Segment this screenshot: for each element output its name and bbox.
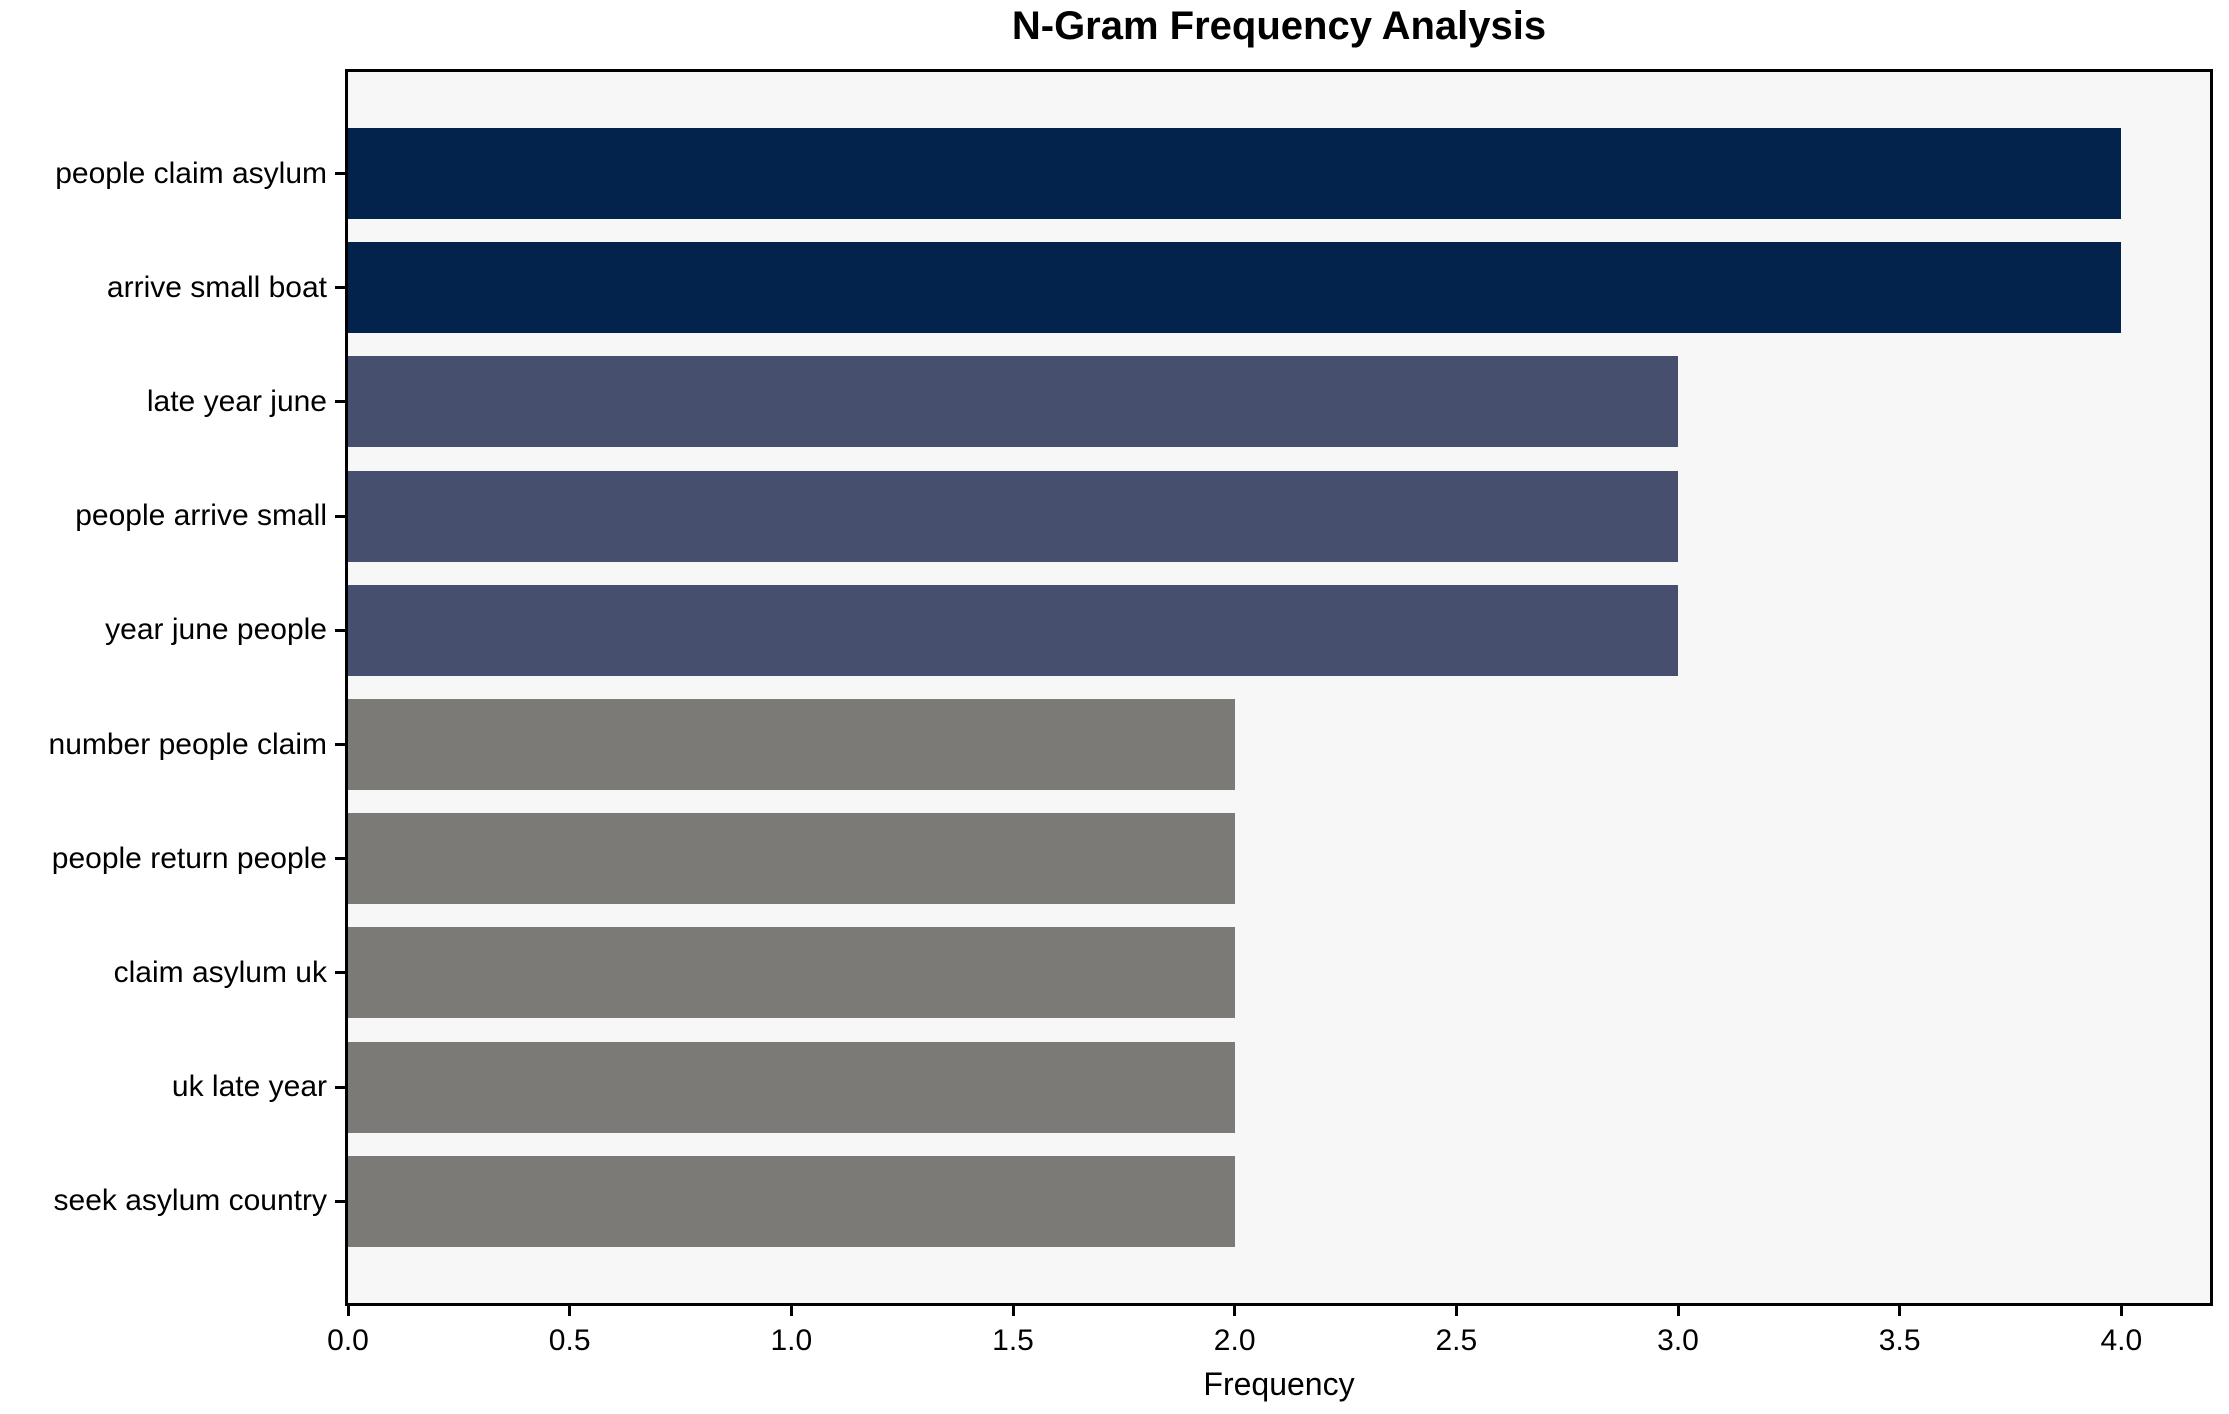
bar-claim-asylum-uk — [348, 927, 1235, 1019]
x-tick-label: 2.0 — [1213, 1324, 1256, 1357]
x-tick-mark — [2119, 1303, 2123, 1316]
x-tick-mark — [1898, 1303, 1902, 1316]
bar-year-june-people — [348, 584, 1678, 676]
x-tick-mark — [1676, 1303, 1680, 1316]
y-tick-label: people return people — [51, 841, 327, 875]
x-tick-label: 2.5 — [1435, 1324, 1478, 1357]
y-tick-label: people arrive small — [75, 499, 327, 533]
y-tick-mark — [335, 400, 348, 404]
x-tick-mark — [568, 1303, 572, 1316]
y-tick-mark — [335, 628, 348, 632]
bar-uk-late-year — [348, 1041, 1235, 1133]
y-tick-label: uk late year — [171, 1070, 327, 1104]
chart-title: N-Gram Frequency Analysis — [1011, 4, 1547, 48]
y-tick-mark — [335, 1085, 348, 1089]
bar-people-claim-asylum — [348, 128, 2122, 220]
y-tick-label: people claim asylum — [55, 156, 327, 190]
x-tick-label: 4.0 — [2100, 1324, 2143, 1357]
x-tick-mark — [789, 1303, 793, 1316]
x-tick-label: 0.0 — [327, 1324, 369, 1357]
x-axis-label: Frequency — [1203, 1366, 1355, 1402]
y-tick-label: number people claim — [48, 727, 327, 761]
bar-people-return-people — [348, 813, 1235, 905]
x-tick-label: 1.5 — [992, 1324, 1034, 1357]
y-tick-label: arrive small boat — [106, 270, 327, 304]
y-tick-mark — [335, 971, 348, 975]
x-tick-label: 3.0 — [1657, 1324, 1699, 1357]
y-tick-mark — [335, 743, 348, 747]
x-tick-label: 1.0 — [770, 1324, 813, 1357]
y-tick-label: late year june — [146, 384, 327, 418]
bar-arrive-small-boat — [348, 242, 2122, 334]
bar-seek-asylum-country — [348, 1155, 1235, 1247]
x-tick-mark — [1011, 1303, 1015, 1316]
bar-late-year-june — [348, 356, 1678, 448]
bar-number-people-claim — [348, 699, 1235, 791]
y-tick-label: year june people — [105, 613, 327, 647]
y-tick-mark — [335, 1199, 348, 1203]
x-tick-label: 0.5 — [548, 1324, 591, 1357]
x-tick-mark — [1454, 1303, 1458, 1316]
y-tick-mark — [335, 514, 348, 518]
y-tick-label: claim asylum uk — [113, 955, 327, 989]
x-tick-label: 3.5 — [1878, 1324, 1921, 1357]
y-tick-mark — [335, 286, 348, 290]
bar-people-arrive-small — [348, 470, 1678, 562]
x-tick-mark — [346, 1303, 350, 1316]
y-tick-label: seek asylum country — [53, 1184, 327, 1218]
y-tick-mark — [335, 172, 348, 176]
x-tick-mark — [1233, 1303, 1237, 1316]
y-tick-mark — [335, 857, 348, 861]
